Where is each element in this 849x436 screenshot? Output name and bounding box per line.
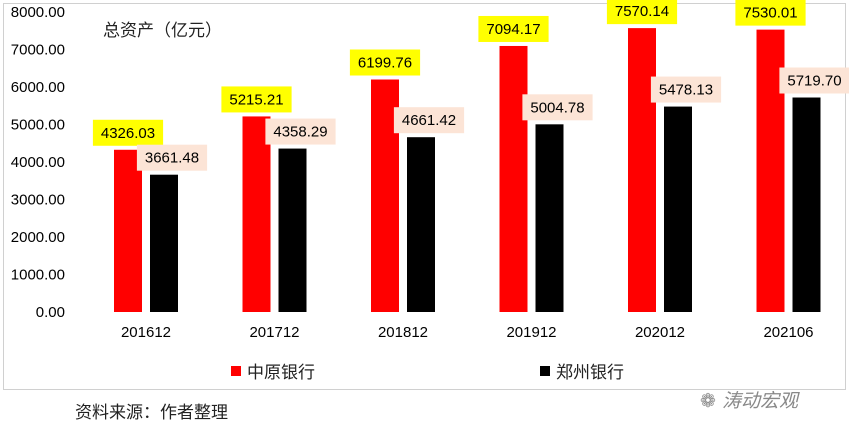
data-label-bg xyxy=(393,107,465,134)
bar-zhengzhou xyxy=(664,106,692,312)
x-tick-label: 201712 xyxy=(249,324,299,341)
x-tick-label: 201912 xyxy=(506,324,556,341)
legend-swatch-zhongyuan xyxy=(231,366,241,376)
bar-zhengzhou xyxy=(278,148,307,312)
data-label: 5215.21 xyxy=(229,91,283,108)
data-label: 4661.42 xyxy=(402,112,456,129)
bar-zhongyuan xyxy=(628,28,656,312)
data-label: 5478.13 xyxy=(659,82,713,99)
data-label: 3661.48 xyxy=(145,150,199,167)
wechat-icon: ❁ xyxy=(700,390,722,412)
chart-title: 总资产（亿元） xyxy=(103,21,222,41)
data-label-bg xyxy=(478,15,549,42)
data-label-bg xyxy=(522,94,593,121)
data-label-bg xyxy=(92,119,164,146)
y-tick-label: 4000.00 xyxy=(11,154,65,171)
y-tick-label: 6000.00 xyxy=(11,79,65,96)
data-label: 6199.76 xyxy=(358,55,412,72)
data-label: 4358.29 xyxy=(273,124,327,141)
bar-zhongyuan xyxy=(242,116,271,312)
watermark: ❁ 涛动宏观 xyxy=(700,390,798,412)
data-label-bg xyxy=(606,0,678,25)
bar-zhengzhou xyxy=(792,97,821,312)
data-label-bg xyxy=(650,76,722,103)
y-tick-label: 0.00 xyxy=(36,304,65,321)
x-tick-label: 201612 xyxy=(121,324,171,341)
source-note: 资料来源：作者整理 xyxy=(75,403,228,423)
data-label: 5719.70 xyxy=(787,73,841,90)
data-label-bg xyxy=(221,86,292,113)
data-label-bg xyxy=(349,49,421,76)
data-label: 7094.17 xyxy=(486,21,540,38)
bar-zhengzhou xyxy=(150,174,178,312)
data-label: 7530.01 xyxy=(743,5,797,22)
data-label-bg xyxy=(265,118,336,145)
y-tick-label: 1000.00 xyxy=(11,267,65,284)
legend-label-zhongyuan: 中原银行 xyxy=(247,363,315,383)
bar-zhengzhou xyxy=(535,124,564,313)
y-tick-label: 8000.00 xyxy=(11,4,65,21)
data-label: 4326.03 xyxy=(101,125,155,142)
x-tick-label: 201812 xyxy=(378,324,428,341)
data-label-bg xyxy=(735,0,806,26)
y-tick-label: 2000.00 xyxy=(11,229,65,246)
bar-zhengzhou xyxy=(407,137,435,312)
x-tick-label: 202012 xyxy=(635,324,685,341)
bar-zhongyuan xyxy=(114,149,142,312)
legend: 中原银行 郑州银行 xyxy=(231,363,624,383)
bar-zhongyuan xyxy=(499,45,528,312)
x-tick-label: 202106 xyxy=(763,324,813,341)
y-tick-label: 3000.00 xyxy=(11,192,65,209)
legend-label-zhengzhou: 郑州银行 xyxy=(556,363,624,383)
legend-swatch-zhengzhou xyxy=(540,366,550,376)
data-label: 7570.14 xyxy=(615,3,669,20)
data-label: 5004.78 xyxy=(530,99,584,116)
data-label-bg xyxy=(136,144,208,171)
data-label-bg xyxy=(779,67,849,94)
y-tick-label: 7000.00 xyxy=(11,42,65,59)
y-tick-label: 5000.00 xyxy=(11,117,65,134)
